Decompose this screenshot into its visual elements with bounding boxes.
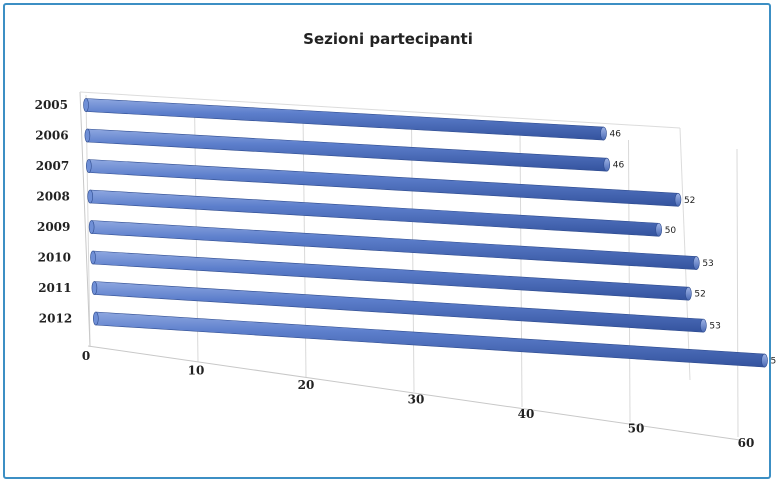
bar-start-cap — [91, 281, 98, 295]
bar-end-cap — [674, 193, 682, 207]
bar-end-cap — [700, 318, 707, 333]
category-label: 2005 — [35, 98, 68, 112]
bar — [90, 250, 692, 301]
data-label: 53 — [702, 259, 713, 269]
bar-start-cap — [83, 98, 89, 112]
category-label: 2010 — [38, 251, 71, 265]
back-frame-line — [679, 127, 691, 381]
x-tick-label: 30 — [408, 393, 425, 407]
bar — [88, 220, 700, 270]
bar — [84, 128, 611, 172]
gridline — [411, 121, 415, 393]
bar-end-cap — [693, 256, 700, 270]
bar-start-cap — [84, 128, 91, 143]
gridline — [736, 148, 739, 438]
bar-start-cap — [93, 311, 99, 326]
bar — [83, 98, 607, 141]
category-label: 2009 — [37, 220, 70, 234]
data-label: 46 — [613, 161, 625, 171]
x-axis-line — [87, 345, 741, 441]
category-label: 2008 — [36, 190, 69, 204]
bar-start-cap — [88, 220, 95, 234]
bar-start-cap — [90, 250, 96, 265]
category-label: 2012 — [39, 312, 72, 326]
labels-layer: 0 10 20 30 40 50 60 2005 46 2006 46 2007 52 2008 50 200… — [35, 98, 776, 450]
bar — [86, 159, 682, 207]
data-label: 53 — [709, 322, 720, 332]
data-label: 46 — [610, 130, 622, 140]
back-frame-line — [79, 91, 681, 129]
data-label: 58 — [771, 357, 776, 367]
bar — [91, 281, 707, 333]
bars-layer — [83, 98, 768, 368]
bar-end-cap — [600, 126, 607, 141]
x-tick-label: 40 — [518, 407, 535, 421]
data-label: 50 — [665, 226, 677, 236]
bar — [93, 311, 768, 368]
bar-end-cap — [603, 157, 611, 172]
bar — [87, 189, 663, 237]
category-label: 2011 — [38, 281, 71, 295]
bar-end-cap — [685, 286, 692, 301]
bar-end-cap — [761, 353, 768, 368]
data-label: 52 — [694, 290, 705, 300]
bar-end-cap — [655, 222, 663, 237]
gridline — [519, 130, 523, 408]
data-label: 52 — [684, 196, 695, 206]
x-tick-label: 0 — [82, 349, 90, 363]
category-label: 2006 — [35, 129, 68, 143]
chart-title: Sezioni partecipanti — [303, 30, 473, 48]
grid-layer — [79, 91, 741, 441]
y-axis-line — [79, 91, 91, 347]
x-tick-label: 10 — [188, 364, 205, 378]
bar-start-cap — [87, 189, 93, 204]
category-label: 2007 — [36, 159, 69, 173]
x-tick-label: 20 — [298, 378, 315, 392]
gridline — [628, 139, 631, 423]
x-tick-label: 50 — [628, 422, 645, 436]
bar-start-cap — [86, 159, 92, 173]
x-tick-label: 60 — [738, 436, 755, 450]
